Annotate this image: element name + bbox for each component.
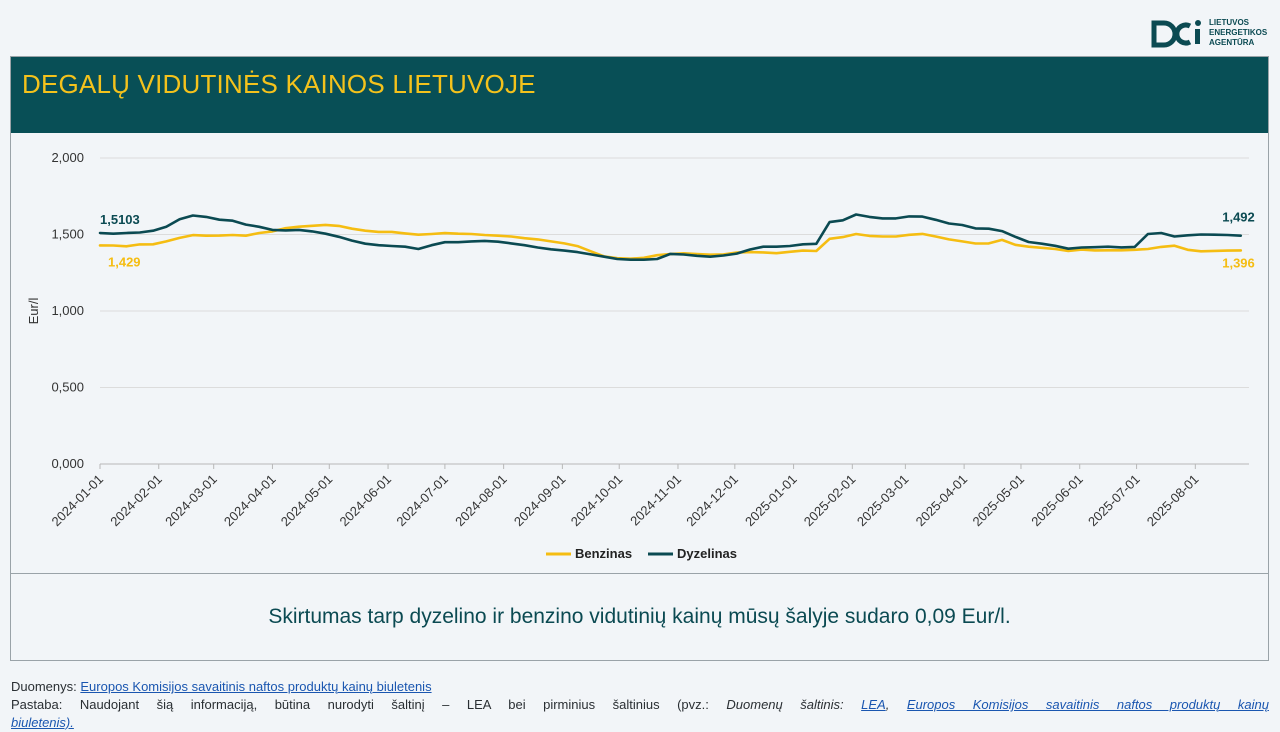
page-title: DEGALŲ VIDUTINĖS KAINOS LIETUVOJE xyxy=(22,69,536,99)
x-tick-label: 2024-03-01 xyxy=(162,472,220,530)
data-label-benzinas-first: 1,429 xyxy=(108,254,141,269)
x-tick-label: 2024-04-01 xyxy=(221,472,279,530)
title-banner: DEGALŲ VIDUTINĖS KAINOS LIETUVOJE xyxy=(11,57,1268,133)
lea-logo: LIETUVOS ENERGETIKOS AGENTŪRA xyxy=(1150,15,1280,55)
logo-line-3: AGENTŪRA xyxy=(1209,38,1255,47)
remark-continuation: biuletenis). xyxy=(11,714,1269,732)
price-difference-note: Skirtumas tarp dyzelino ir benzino vidut… xyxy=(268,605,1011,628)
lea-logo-icon xyxy=(1151,20,1201,48)
main-panel: DEGALŲ VIDUTINĖS KAINOS LIETUVOJE 0,000 0… xyxy=(10,56,1269,661)
data-label-benzinas-last: 1,396 xyxy=(1222,255,1255,270)
x-tick-label: 2024-01-01 xyxy=(48,472,106,530)
x-tick-label: 2025-04-01 xyxy=(913,472,971,530)
x-tick-label: 2025-03-01 xyxy=(854,472,912,530)
logo-text: LIETUVOS ENERGETIKOS AGENTŪRA xyxy=(1209,18,1267,48)
x-tick-label: 2024-11-01 xyxy=(627,472,684,529)
note-box: Skirtumas tarp dyzelino ir benzino vidut… xyxy=(11,574,1268,660)
remark-text: Pastaba: Naudojant šią informaciją, būti… xyxy=(11,697,727,712)
x-tick-label: 2025-01-01 xyxy=(742,472,800,530)
logo-line-1: LIETUVOS xyxy=(1209,18,1250,27)
x-tick-label: 2024-02-01 xyxy=(107,472,165,530)
x-tick-label: 2025-05-01 xyxy=(969,472,1027,530)
chart-area: 0,000 0,500 1,000 1,500 2,000 Eur/l 2024-01-01… xyxy=(11,133,1268,574)
remark-separator: , xyxy=(885,697,907,712)
source-label: Duomenys: xyxy=(11,679,81,694)
data-label-dyzelinas-first: 1,5103 xyxy=(100,212,140,227)
footer: Duomenys: Europos Komisijos savaitinis n… xyxy=(11,678,1269,732)
source-line: Duomenys: Europos Komisijos savaitinis n… xyxy=(11,678,1269,696)
x-tick-label: 2024-08-01 xyxy=(452,472,510,530)
logo-line-2: ENERGETIKOS xyxy=(1209,28,1268,37)
ec-bulletin-link[interactable]: Europos Komisijos savaitinis naftos prod… xyxy=(906,697,1269,712)
x-tick-label: 2025-02-01 xyxy=(801,472,859,530)
remark-line: Pastaba: Naudojant šią informaciją, būti… xyxy=(11,696,1269,714)
x-tick-label: 2025-06-01 xyxy=(1028,472,1086,530)
source-link[interactable]: Europos Komisijos savaitinis naftos prod… xyxy=(80,679,432,694)
series-line-dyzelinas xyxy=(98,213,1243,261)
x-tick-label: 2024-09-01 xyxy=(511,472,569,530)
x-tick-label: 2024-10-01 xyxy=(568,472,626,530)
fuel-price-chart: 0,000 0,500 1,000 1,500 2,000 Eur/l 2024-01-01… xyxy=(26,150,1255,561)
y-tick-label: 0,000 xyxy=(51,456,84,471)
y-tick-label: 1,000 xyxy=(51,303,84,318)
data-label-dyzelinas-last: 1,492 xyxy=(1222,210,1255,225)
x-tick-label: 2024-06-01 xyxy=(337,472,395,530)
legend-label-benzinas: Benzinas xyxy=(575,546,632,561)
x-tick-label: 2024-05-01 xyxy=(278,472,336,530)
x-tick-label: 2024-07-01 xyxy=(393,472,451,530)
ec-bulletin-link-cont[interactable]: biuletenis). xyxy=(11,715,74,730)
lea-link[interactable]: LEA xyxy=(861,697,886,712)
legend-label-dyzelinas: Dyzelinas xyxy=(677,546,737,561)
x-tick-label: 2025-08-01 xyxy=(1144,472,1202,530)
y-tick-label: 2,000 xyxy=(51,150,84,165)
remark-italic: Duomenų šaltinis: xyxy=(726,697,862,712)
x-tick-label: 2025-07-01 xyxy=(1085,472,1143,530)
x-tick-label: 2024-12-01 xyxy=(683,472,741,530)
y-tick-label: 0,500 xyxy=(51,380,84,395)
y-tick-label: 1,500 xyxy=(51,227,84,242)
y-axis-title: Eur/l xyxy=(26,298,41,325)
